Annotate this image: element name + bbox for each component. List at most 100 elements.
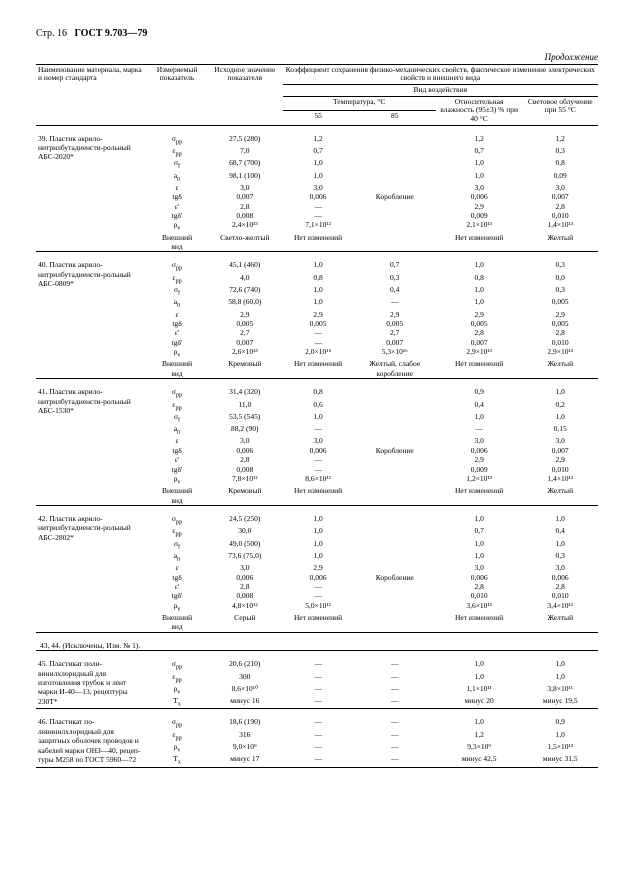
light-cell: 2,9 — [522, 455, 598, 464]
t55-cell: 7,1×10¹² — [283, 220, 354, 232]
hum-cell: 0,8 — [436, 273, 523, 285]
header-param: Измеряемый показатель — [147, 64, 207, 125]
hum-cell: 0,006 — [436, 446, 523, 455]
param-cell: εрр — [147, 672, 207, 684]
param-cell: ρv — [147, 347, 207, 359]
t85-cell — [354, 455, 436, 464]
t85-cell: — — [354, 730, 436, 742]
t85-cell — [354, 591, 436, 600]
light-cell: 0,09 — [522, 171, 598, 183]
initial-cell: минус 17 — [207, 754, 283, 766]
param-cell: εрр — [147, 146, 207, 158]
header-temp: Температура, °С — [283, 96, 436, 110]
t85-cell — [354, 233, 436, 252]
t85-cell: 0,3 — [354, 273, 436, 285]
table-row: 41. Пластик акрило-нитрилбутадиенсти-рол… — [36, 387, 598, 399]
param-cell: Внешнийвид — [147, 486, 207, 505]
param-cell: εрр — [147, 526, 207, 538]
param-cell: ε — [147, 310, 207, 319]
initial-cell: 0,007 — [207, 192, 283, 201]
t55-cell: — — [283, 211, 354, 220]
t55-cell: 0,8 — [283, 387, 354, 399]
param-cell: Внешнийвид — [147, 359, 207, 378]
light-cell: 1,2 — [522, 134, 598, 146]
table-row: 40. Пластик акрило-нитрилбутадиенсти-рол… — [36, 260, 598, 272]
param-cell: tgδ — [147, 319, 207, 328]
param-cell: tgδ' — [147, 211, 207, 220]
header-t85: 85 — [354, 111, 436, 125]
t55-cell: 1,0 — [283, 514, 354, 526]
initial-cell: 2,8 — [207, 202, 283, 211]
param-cell: σf — [147, 412, 207, 424]
light-cell: 3,8×10¹¹ — [522, 684, 598, 696]
light-cell: 1,4×10¹² — [522, 474, 598, 486]
initial-cell: 88,2 (90) — [207, 424, 283, 436]
param-cell: Tx — [147, 754, 207, 766]
param-cell: σf — [147, 285, 207, 297]
t85-cell — [354, 613, 436, 632]
hum-cell: 2,9 — [436, 310, 523, 319]
initial-cell: Светло-желтый — [207, 233, 283, 252]
material-name: 42. Пластик акрило-нитрилбутадиенсти-рол… — [36, 514, 147, 632]
t55-cell: — — [283, 742, 354, 754]
light-cell: 1,0 — [522, 672, 598, 684]
light-cell: 1,0 — [522, 730, 598, 742]
param-cell: εрр — [147, 730, 207, 742]
t85-cell: — — [354, 659, 436, 671]
t85-cell: 0,005 — [354, 319, 436, 328]
hum-cell: 0,007 — [436, 338, 523, 347]
hum-cell: 1,0 — [436, 717, 523, 729]
light-cell: 0,3 — [522, 146, 598, 158]
t85-cell — [354, 563, 436, 572]
t85-cell — [354, 171, 436, 183]
header-humidity: Относительная влажность (95±3) % при 40 … — [436, 96, 523, 125]
light-cell: 3,4×10¹² — [522, 601, 598, 613]
light-cell: минус 19,5 — [522, 696, 598, 708]
t55-cell: 1,0 — [283, 412, 354, 424]
t55-cell: Нет изменений — [283, 233, 354, 252]
initial-cell: 68,7 (700) — [207, 158, 283, 170]
initial-cell: 4,0 — [207, 273, 283, 285]
hum-cell: 0,009 — [436, 211, 523, 220]
param-cell: σрр — [147, 387, 207, 399]
t55-cell: 0,005 — [283, 319, 354, 328]
param-cell: ρv — [147, 742, 207, 754]
material-name: 46. Пластикат по-ливинилхлоридный для за… — [36, 717, 147, 766]
t55-cell: — — [283, 582, 354, 591]
t85-cell: — — [354, 672, 436, 684]
hum-cell: 3,0 — [436, 563, 523, 572]
light-cell: 3,0 — [522, 183, 598, 192]
initial-cell: 27,5 (280) — [207, 134, 283, 146]
light-cell: минус 31,5 — [522, 754, 598, 766]
light-cell: 1,0 — [522, 387, 598, 399]
light-cell: 2,9×10¹³ — [522, 347, 598, 359]
initial-cell: 9,0×10⁹ — [207, 742, 283, 754]
light-cell: 1,0 — [522, 412, 598, 424]
standard-code: ГОСТ 9.703—79 — [75, 28, 148, 39]
initial-cell: 316 — [207, 730, 283, 742]
hum-cell: 2,9 — [436, 202, 523, 211]
page-number: Стр. 16 — [36, 28, 67, 39]
initial-cell: 7,0 — [207, 146, 283, 158]
param-cell: σрр — [147, 514, 207, 526]
param-cell: tgδ — [147, 192, 207, 201]
param-cell: ε' — [147, 582, 207, 591]
hum-cell: 1,0 — [436, 412, 523, 424]
param-cell: aп — [147, 551, 207, 563]
initial-cell: Кремовый — [207, 359, 283, 378]
light-cell: 1,0 — [522, 539, 598, 551]
t55-cell: — — [283, 338, 354, 347]
initial-cell: 2,4×10¹³ — [207, 220, 283, 232]
light-cell: 0,8 — [522, 158, 598, 170]
hum-cell: 3,0 — [436, 436, 523, 445]
param-cell: aп — [147, 424, 207, 436]
param-cell: ρv — [147, 684, 207, 696]
param-cell: tgδ' — [147, 591, 207, 600]
t85-cell — [354, 465, 436, 474]
header-initial: Исходное значение показателя — [207, 64, 283, 125]
hum-cell: 1,1×10¹¹ — [436, 684, 523, 696]
t85-cell: 0,4 — [354, 285, 436, 297]
param-cell: σрр — [147, 260, 207, 272]
light-cell: 2,8 — [522, 582, 598, 591]
light-cell: 0,15 — [522, 424, 598, 436]
